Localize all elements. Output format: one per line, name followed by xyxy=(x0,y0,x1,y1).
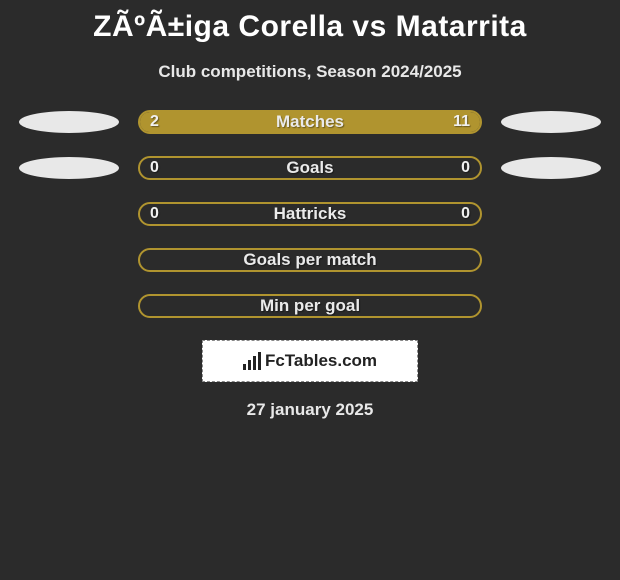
stat-value-left: 0 xyxy=(150,159,159,177)
team-badge-right xyxy=(501,111,601,133)
branding-box: FcTables.com xyxy=(202,340,418,382)
stat-bar: Goals per match xyxy=(138,248,482,272)
stat-bar: 0 0 Hattricks xyxy=(138,202,482,226)
stat-value-left: 0 xyxy=(150,205,159,223)
stat-left-side xyxy=(10,111,128,133)
chart-icon xyxy=(243,352,261,370)
stat-value-right: 0 xyxy=(461,205,470,223)
stat-bar: 0 0 Goals xyxy=(138,156,482,180)
stat-label: Goals per match xyxy=(243,250,376,270)
stat-row: Goals per match xyxy=(10,248,610,272)
stat-fill-left xyxy=(140,112,191,132)
date-label: 27 january 2025 xyxy=(0,400,620,420)
stat-label: Goals xyxy=(286,158,333,178)
page-title: ZÃºÃ±iga Corella vs Matarrita xyxy=(0,0,620,44)
stat-row: Min per goal xyxy=(10,294,610,318)
stats-container: 2 11 Matches 0 0 Goals 0 0 Hattricks Goals per ma… xyxy=(0,110,620,318)
stat-right-side xyxy=(492,111,610,133)
stat-bar: Min per goal xyxy=(138,294,482,318)
branding-text: FcTables.com xyxy=(265,351,377,371)
stat-row: 0 0 Goals xyxy=(10,156,610,180)
team-badge-right xyxy=(501,157,601,179)
stat-label: Min per goal xyxy=(260,296,360,316)
stat-label: Hattricks xyxy=(274,204,347,224)
stat-value-left: 2 xyxy=(150,113,159,131)
branding-logo: FcTables.com xyxy=(243,351,377,371)
team-badge-left xyxy=(19,111,119,133)
stat-right-side xyxy=(492,157,610,179)
team-badge-left xyxy=(19,157,119,179)
stat-row: 0 0 Hattricks xyxy=(10,202,610,226)
subtitle: Club competitions, Season 2024/2025 xyxy=(0,62,620,82)
stat-value-right: 0 xyxy=(461,159,470,177)
stat-label: Matches xyxy=(276,112,344,132)
stat-value-right: 11 xyxy=(453,113,470,131)
stat-row: 2 11 Matches xyxy=(10,110,610,134)
stat-bar: 2 11 Matches xyxy=(138,110,482,134)
stat-left-side xyxy=(10,157,128,179)
